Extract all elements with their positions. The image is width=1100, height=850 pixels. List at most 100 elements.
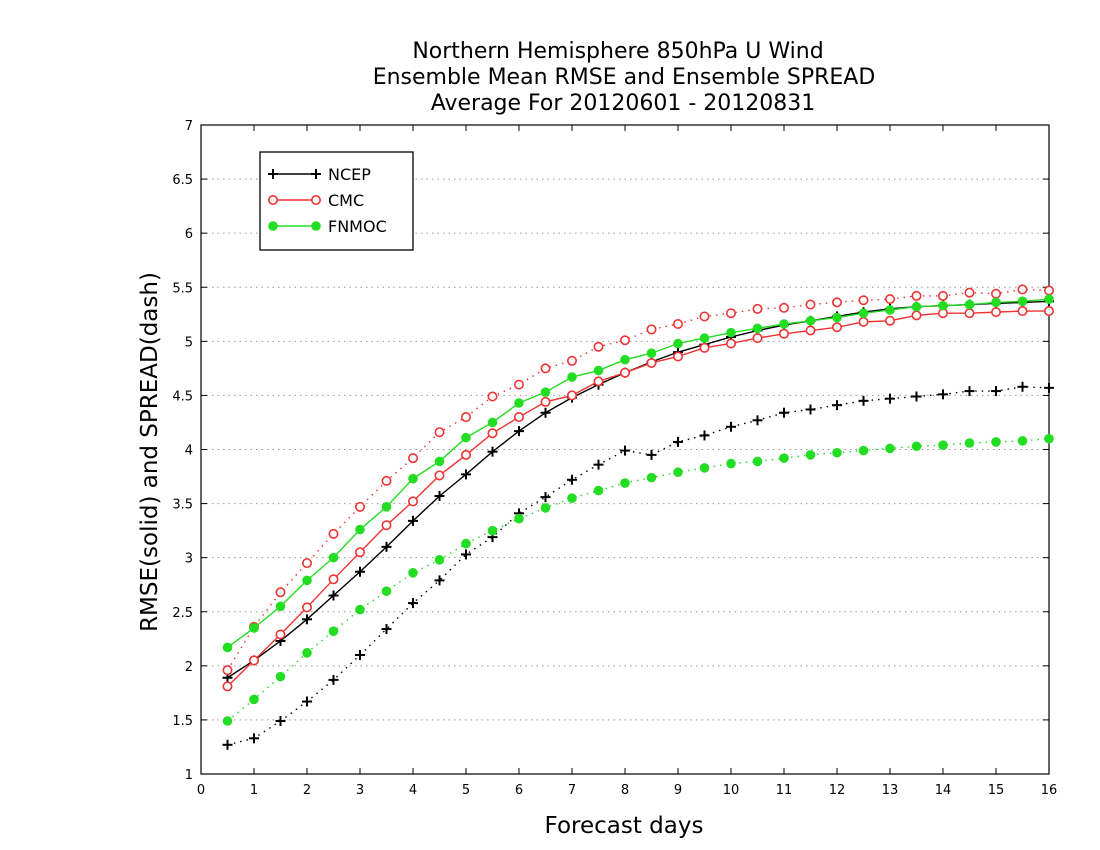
- series-cmc-rmse-point-8: [434, 470, 445, 481]
- series-fnmoc-rmse-point-28: [964, 299, 975, 310]
- series-fnmoc-spread-point-9: [461, 538, 471, 549]
- series-fnmoc-rmse-point-12: [540, 387, 551, 397]
- y-tick-label-8: 5: [185, 335, 193, 350]
- series-fnmoc-rmse-point-22: [805, 315, 816, 326]
- series-cmc-rmse-point-23: [831, 322, 842, 333]
- series-fnmoc-spread-point-13: [567, 493, 577, 503]
- series-ncep-spread-point-28: [964, 386, 975, 397]
- series-fnmoc-spread-point-15: [620, 478, 630, 488]
- series-ncep-spread-point-20: [752, 415, 763, 426]
- series-fnmoc-spread-point-23: [832, 447, 842, 458]
- series-cmc-rmse-point-25: [884, 315, 895, 326]
- series-cmc-rmse-point-21: [778, 328, 789, 339]
- series-cmc-rmse-point-12: [540, 396, 551, 407]
- x-tick-label-11: 11: [776, 783, 793, 798]
- series-cmc-rmse-point-18: [699, 342, 710, 353]
- legend-item-ncep: NCEP: [268, 165, 371, 184]
- series-ncep-spread-point-6: [381, 624, 392, 635]
- series-cmc-spread-point-8: [434, 427, 445, 438]
- series-ncep-spread-point-9: [461, 549, 471, 560]
- series-fnmoc-spread-point-24: [858, 445, 869, 456]
- series-ncep-spread-point-14: [593, 459, 604, 470]
- series-cmc-rmse-point-2: [275, 629, 286, 640]
- series-fnmoc-spread-point-17: [673, 467, 683, 478]
- series-fnmoc-rmse-point-11: [514, 398, 524, 408]
- series-fnmoc-rmse-point-8: [434, 456, 445, 467]
- series-fnmoc-rmse-point-14: [593, 365, 604, 376]
- y-axis-title: RMSE(solid) and SPREAD(dash): [137, 272, 163, 632]
- series-fnmoc-rmse-point-29: [991, 297, 1001, 308]
- series-ncep-spread-point-31: [1044, 382, 1054, 393]
- series-cmc-rmse-point-28: [964, 308, 975, 319]
- legend-label-cmc: CMC: [328, 191, 364, 210]
- x-tick-label-0: 0: [197, 783, 205, 798]
- series-fnmoc-spread-point-26: [911, 441, 922, 452]
- series-fnmoc-spread-point-14: [593, 485, 604, 496]
- series-fnmoc-spread-line: [227, 437, 1050, 722]
- series-fnmoc-spread-point-28: [964, 438, 975, 448]
- series-cmc-spread-point-23: [831, 297, 842, 308]
- series-fnmoc-rmse-point-15: [620, 354, 630, 365]
- legend: NCEP CMC FNMOC: [259, 151, 414, 251]
- series-cmc-rmse-point-24: [858, 316, 869, 327]
- series-cmc-rmse-point-4: [328, 574, 339, 585]
- series-cmc-rmse-point-22: [805, 325, 816, 336]
- legend-marker-right-ncep: [311, 169, 321, 179]
- y-tick-label-3: 2.5: [172, 606, 193, 621]
- series-ncep-rmse-point-10: [487, 446, 498, 457]
- legend-box: [259, 151, 414, 251]
- series-ncep-spread-point-27: [938, 389, 948, 400]
- series-cmc-rmse-point-30: [1017, 306, 1028, 317]
- series-cmc-rmse-point-10: [487, 428, 498, 439]
- series-ncep-spread-point-1: [249, 733, 259, 744]
- x-tick-label-13: 13: [882, 783, 899, 798]
- series-cmc-rmse-point-0: [222, 681, 233, 692]
- series-cmc-spread-point-14: [593, 341, 604, 352]
- series-fnmoc-spread-point-31: [1044, 433, 1054, 444]
- series-cmc-rmse-point-7: [407, 496, 418, 507]
- series-cmc-rmse-point-9: [460, 449, 471, 460]
- series-fnmoc-rmse-point-24: [858, 308, 869, 319]
- series-fnmoc-spread-point-16: [646, 472, 657, 483]
- series-fnmoc-spread: [222, 433, 1054, 726]
- series-cmc-spread-point-31: [1044, 285, 1055, 296]
- series-fnmoc-spread-point-7: [408, 568, 418, 578]
- x-tick-label-16: 16: [1041, 783, 1058, 798]
- series-fnmoc-spread-point-22: [805, 450, 816, 460]
- y-tick-label-11: 6.5: [172, 173, 193, 188]
- y-tick-label-2: 2: [185, 660, 193, 675]
- series-fnmoc-spread-point-27: [938, 440, 948, 450]
- series-fnmoc-spread-point-4: [328, 626, 339, 637]
- series-cmc-spread-point-2: [275, 587, 286, 598]
- series-cmc-rmse-point-3: [301, 602, 312, 613]
- series-fnmoc-rmse-point-0: [222, 642, 233, 653]
- series-cmc-spread-point-18: [699, 311, 710, 322]
- series-cmc-spread-point-30: [1017, 284, 1028, 295]
- series-ncep-rmse-point-7: [408, 515, 418, 526]
- legend-marker-left-fnmoc: [268, 221, 278, 231]
- series-fnmoc-rmse-point-7: [408, 473, 418, 484]
- series-cmc-spread-point-26: [911, 290, 922, 301]
- series-fnmoc-rmse-point-1: [249, 623, 259, 633]
- x-tick-label-6: 6: [515, 783, 523, 798]
- y-tick-label-5: 3.5: [172, 498, 193, 513]
- series-fnmoc-spread-point-10: [487, 525, 498, 536]
- series-cmc-spread-point-7: [407, 453, 418, 464]
- series-cmc-rmse-point-17: [672, 351, 683, 362]
- series-cmc-spread-point-0: [222, 665, 233, 676]
- series-fnmoc-spread-point-30: [1017, 436, 1028, 446]
- y-tick-label-7: 4.5: [172, 389, 193, 404]
- series-fnmoc-rmse-point-2: [275, 601, 286, 612]
- series-ncep-spread-point-4: [328, 674, 339, 685]
- series-cmc-rmse-point-13: [566, 390, 577, 401]
- x-tick-label-2: 2: [303, 783, 311, 798]
- series-fnmoc-rmse-point-3: [302, 575, 312, 586]
- series-cmc-rmse-point-6: [381, 520, 392, 531]
- series-ncep-rmse-point-3: [302, 614, 312, 625]
- series-fnmoc-rmse-point-20: [752, 323, 763, 334]
- series-ncep-spread-point-26: [911, 391, 922, 402]
- series-ncep-spread-line: [227, 386, 1050, 746]
- series-cmc-spread-point-6: [381, 475, 392, 486]
- series-cmc-spread-point-21: [778, 302, 789, 313]
